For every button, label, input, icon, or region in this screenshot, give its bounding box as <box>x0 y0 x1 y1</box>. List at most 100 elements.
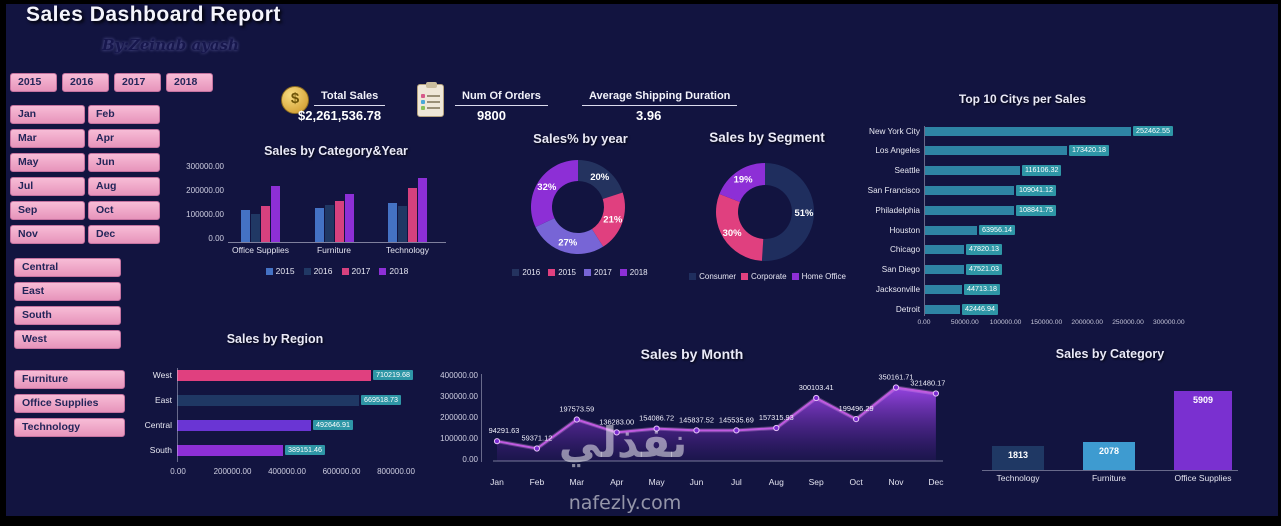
legend-swatch <box>341 267 349 275</box>
region-slicers: Central East South West <box>14 258 121 349</box>
donut-percent-label: 19% <box>734 175 754 186</box>
region-label: Central <box>144 420 172 430</box>
city-value-label: 109041.12 <box>1016 185 1056 196</box>
month-slicers: Jan Feb Mar Apr May Jun Jul Aug Sep Oct Nov Dec <box>10 105 160 244</box>
city-row: Seattle 116106.32 <box>845 164 1062 178</box>
city-bar <box>925 284 962 294</box>
legend-item-home-office: Home Office <box>791 272 846 281</box>
region-row: South 389151.46 <box>118 443 325 457</box>
bar-2016-office-supplies <box>251 214 260 242</box>
region-value-label: 492646.91 <box>313 419 353 431</box>
sales-line <box>496 386 937 450</box>
month-slicer-feb[interactable]: Feb <box>88 105 160 124</box>
city-value-label: 173420.18 <box>1069 145 1109 157</box>
bar-2017-furniture <box>334 201 344 242</box>
region-slicer-south[interactable]: South <box>14 306 121 325</box>
num-orders-value: 9800 <box>477 108 506 123</box>
legend-label: 2018 <box>389 266 409 276</box>
sales-pct-year-donut: 20% 21% 27% 32% <box>530 160 625 254</box>
legend-label: Consumer <box>699 272 736 281</box>
legend-item-corporate: Corporate <box>741 272 787 281</box>
c6-month-label: Feb <box>529 477 545 487</box>
year-slicers: 2015 2016 2017 2018 <box>10 73 213 92</box>
region-row: East 669518.73 <box>118 393 401 407</box>
c4-xtick: 300000.00 <box>1152 319 1185 326</box>
sales-month-yaxis <box>481 374 482 462</box>
city-bar <box>925 265 964 275</box>
region-bar <box>177 369 371 381</box>
region-slicer-east[interactable]: East <box>14 282 121 301</box>
c4-xtick: 150000.00 <box>1030 319 1063 326</box>
month-slicer-aug[interactable]: Aug <box>88 177 160 196</box>
marker-jul <box>733 427 740 434</box>
region-row: Central 492646.91 <box>118 418 353 432</box>
month-slicer-jul[interactable]: Jul <box>10 177 85 196</box>
c1-ytick: 100000.00 <box>186 210 224 219</box>
sales-region-title: Sales by Region <box>226 332 324 346</box>
year-slicer-2015[interactable]: 2015 <box>10 73 57 92</box>
month-slicer-nov[interactable]: Nov <box>10 225 85 244</box>
donut-slice-home-office <box>719 163 765 203</box>
marker-apr <box>613 429 620 436</box>
category-slicer-technology[interactable]: Technology <box>14 418 125 437</box>
c5-xtick: 800000.00 <box>377 467 415 476</box>
category-slicer-furniture[interactable]: Furniture <box>14 370 125 389</box>
city-value-label: 252462.55 <box>1133 125 1173 137</box>
month-slicer-may[interactable]: May <box>10 153 85 172</box>
category-slicer-office-supplies[interactable]: Office Supplies <box>14 394 125 413</box>
month-slicer-sep[interactable]: Sep <box>10 201 85 220</box>
c6-month-label: Jun <box>689 477 704 487</box>
city-label: Jacksonville <box>875 284 920 294</box>
legend-label: 2015 <box>558 268 576 277</box>
legend-swatch <box>303 267 311 275</box>
legend-label: 2018 <box>629 268 648 277</box>
sales-pct-year-legend: 2016 2015 2017 2018 <box>495 268 665 277</box>
marker-nov <box>892 384 900 391</box>
c7-bar-furniture: 2078 <box>1083 442 1135 470</box>
city-label: New York City <box>869 126 920 136</box>
year-slicer-2016[interactable]: 2016 <box>62 73 109 92</box>
month-slicer-jan[interactable]: Jan <box>10 105 85 124</box>
month-slicer-apr[interactable]: Apr <box>88 129 160 148</box>
marker-may <box>653 425 660 432</box>
region-value-label: 669518.73 <box>361 394 401 406</box>
c6-month-label: Sep <box>808 477 824 487</box>
c6-month-label: Oct <box>849 477 863 487</box>
month-slicer-dec[interactable]: Dec <box>88 225 160 244</box>
region-row: West 710219.68 <box>118 368 413 382</box>
donut-slice-2018 <box>530 160 578 228</box>
region-slicer-west[interactable]: West <box>14 330 121 349</box>
city-bar <box>925 225 977 235</box>
legend-swatch <box>741 273 748 280</box>
donut-percent-label: 32% <box>537 182 557 193</box>
city-row: San Francisco 109041.12 <box>845 183 1056 197</box>
point-value-label: 94291.63 <box>489 426 520 435</box>
month-slicer-oct[interactable]: Oct <box>88 201 160 220</box>
top-cities-title: Top 10 Citys per Sales <box>958 92 1087 106</box>
c7-value-label: 5909 <box>1192 395 1214 405</box>
legend-label: 2016 <box>522 268 541 277</box>
sales-pct-year-title: Sales% by year <box>533 131 628 146</box>
year-slicer-2017[interactable]: 2017 <box>114 73 161 92</box>
legend-swatch <box>548 269 556 276</box>
region-label: East <box>154 395 172 405</box>
city-bar <box>925 245 964 255</box>
year-slicer-2018[interactable]: 2018 <box>166 73 213 92</box>
category-year-chart <box>228 168 446 243</box>
category-year-chart-title: Sales by Category&Year <box>264 144 408 158</box>
legend-label: 2015 <box>275 266 295 276</box>
city-row: Detroit 42446.94 <box>845 302 998 316</box>
month-slicer-mar[interactable]: Mar <box>10 129 85 148</box>
marker-sep <box>813 394 820 402</box>
c5-xtick: 600000.00 <box>322 467 361 476</box>
legend-item-2015: 2015 <box>265 266 295 276</box>
month-slicer-jun[interactable]: Jun <box>88 153 160 172</box>
c1-ytick: 200000.00 <box>186 186 224 195</box>
c7-bar-technology: 1813 <box>992 446 1044 470</box>
legend-label: Corporate <box>751 272 787 281</box>
city-row: Philadelphia 108841.75 <box>845 203 1056 217</box>
region-slicer-central[interactable]: Central <box>14 258 121 277</box>
marker-dec <box>932 390 939 397</box>
clipboard-clip <box>426 82 437 88</box>
city-row: Chicago 47820.13 <box>845 243 1002 257</box>
